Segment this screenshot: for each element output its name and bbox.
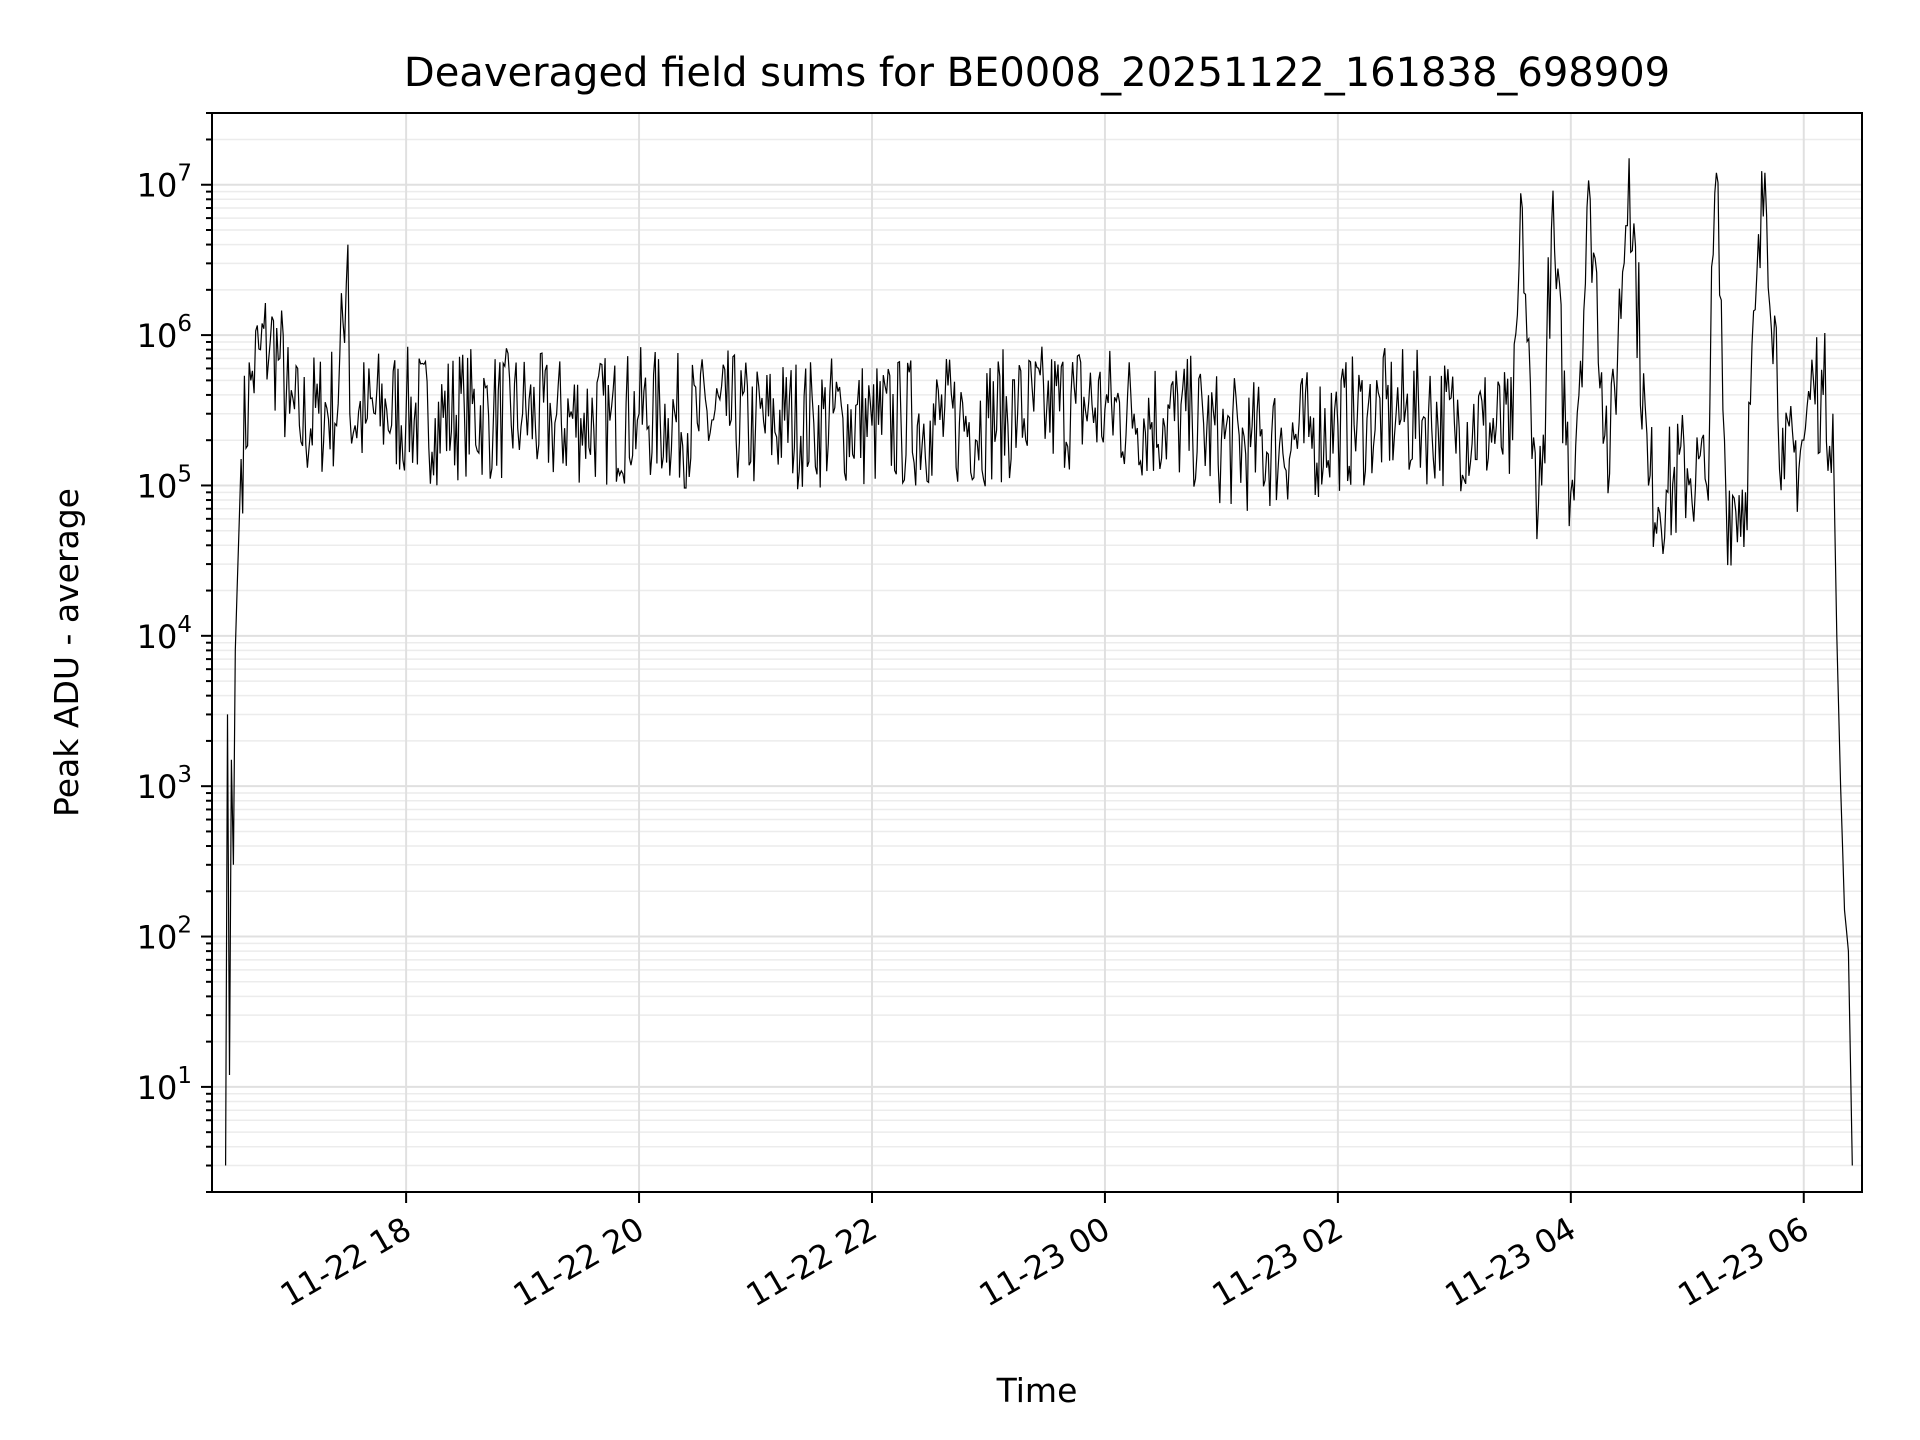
y-tick-label: 105 (137, 461, 192, 505)
y-tick-label: 103 (137, 762, 192, 806)
series-line (225, 158, 1853, 1166)
y-tick-base: 10 (137, 919, 178, 957)
x-tick-label: 11-22 18 (274, 1209, 418, 1314)
x-tick-label: 11-23 04 (1439, 1209, 1583, 1314)
y-tick-label: 107 (137, 161, 192, 205)
y-tick-exponent: 1 (177, 1063, 192, 1089)
y-tick-exponent: 5 (177, 461, 192, 487)
x-tick-label: 11-22 22 (740, 1209, 884, 1314)
y-tick-base: 10 (137, 768, 178, 806)
y-tick-base: 10 (137, 618, 178, 656)
y-tick-base: 10 (137, 1069, 178, 1107)
y-tick-exponent: 3 (177, 762, 192, 788)
y-tick-label: 106 (137, 311, 192, 355)
y-tick-exponent: 6 (177, 311, 192, 337)
chart-title: Deaveraged field sums for BE0008_2025112… (404, 50, 1670, 96)
y-tick-exponent: 2 (177, 913, 192, 939)
y-tick-base: 10 (137, 467, 178, 505)
plot-frame (211, 112, 1863, 1193)
y-axis-label: Peak ADU - average (47, 488, 86, 817)
y-tick-exponent: 4 (177, 612, 192, 638)
grid (212, 112, 1862, 1193)
y-tick-base: 10 (137, 167, 178, 205)
y-tick-label: 104 (137, 612, 192, 656)
y-tick-label: 102 (137, 913, 192, 957)
x-tick-label: 11-22 20 (507, 1209, 651, 1314)
x-tick-label: 11-23 00 (973, 1209, 1117, 1314)
y-tick-label: 101 (137, 1063, 192, 1107)
x-tick-label: 11-23 06 (1672, 1209, 1816, 1314)
x-axis: 11-22 18 11-22 20 11-22 22 11-23 00 11-23 02… (274, 1192, 1815, 1314)
y-tick-base: 10 (137, 317, 178, 355)
x-axis-label: Time (996, 1371, 1078, 1410)
y-tick-exponent: 7 (177, 161, 192, 187)
x-tick-label: 11-23 02 (1206, 1209, 1350, 1314)
series-layer (225, 158, 1853, 1166)
